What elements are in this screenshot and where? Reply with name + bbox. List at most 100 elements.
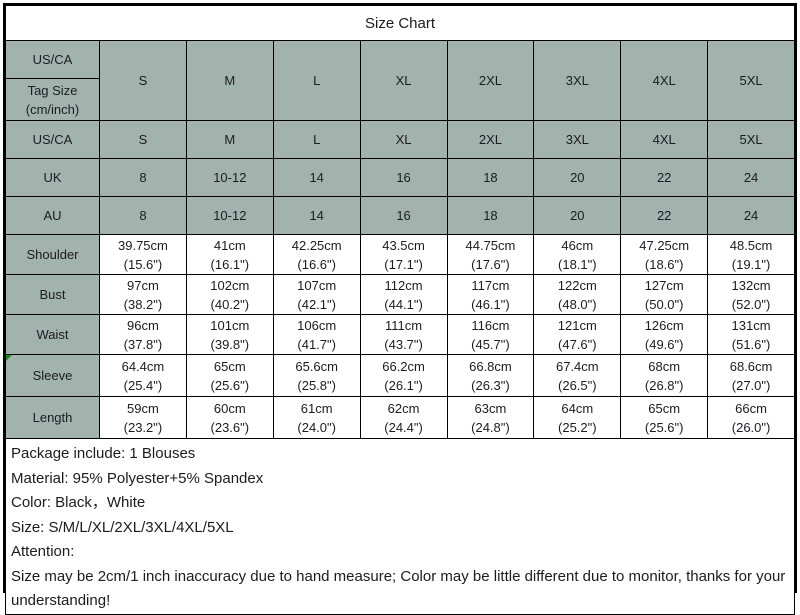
- measure-cell: 116cm (45.7"): [446, 314, 535, 355]
- size-col-header-4xl: 4XL: [620, 40, 709, 121]
- page-title: Size Chart: [5, 5, 795, 41]
- row-label-uk: UK: [5, 158, 100, 197]
- measure-cell: 101cm (39.8"): [185, 314, 274, 355]
- product-notes: Package include: 1 Blouses Material: 95%…: [5, 438, 795, 615]
- title-row: Size Chart: [5, 5, 795, 41]
- measure-cell: 65.6cm (25.8"): [272, 354, 361, 397]
- measure-cell: 132cm (52.0"): [707, 274, 795, 315]
- size-chart-table: Size Chart US/CA S M L XL 2XL 3XL 4XL 5X…: [3, 3, 797, 615]
- measure-cell: 97cm (38.2"): [99, 274, 187, 315]
- measure-cell: 111cm (43.7"): [359, 314, 448, 355]
- note-disclaimer: Size may be 2cm/1 inch inaccuracy due to…: [11, 567, 786, 610]
- table-row-sleeve: Sleeve 64.4cm (25.4") 65cm (25.6") 65.6cm(…: [5, 354, 795, 397]
- size-cell: 18: [446, 158, 535, 197]
- note-size: Size: S/M/L/XL/2XL/3XL/4XL/5XL: [11, 518, 234, 536]
- size-col-header-5xl: 5XL: [707, 40, 795, 121]
- row-label-shoulder: Shoulder: [5, 234, 100, 275]
- measure-cell: 107cm (42.1"): [272, 274, 361, 315]
- size-cell: 24: [707, 196, 795, 235]
- size-cell: 16: [359, 158, 448, 197]
- measure-cell: 121cm (47.6"): [533, 314, 622, 355]
- measure-cell: 64cm (25.2"): [533, 396, 622, 439]
- size-cell: XL: [359, 120, 448, 159]
- table-row-bust: Bust 97cm (38.2") 102cm (40.2") 107cm (42.1…: [5, 274, 795, 315]
- measure-cell: 65cm (25.6"): [185, 354, 274, 397]
- measure-cell: 66cm (26.0"): [707, 396, 795, 439]
- row-label-usca: US/CA: [5, 120, 100, 159]
- size-cell: 22: [620, 196, 709, 235]
- size-cell: M: [185, 120, 274, 159]
- size-cell: 3XL: [533, 120, 622, 159]
- table-row-au: AU 8 10-12 14 16 18 20 22 24: [5, 196, 795, 235]
- measure-cell: 68cm (26.8"): [620, 354, 709, 397]
- size-col-header-xl: XL: [359, 40, 448, 121]
- measure-cell: 46cm (18.1"): [533, 234, 622, 275]
- measure-cell: 102cm (40.2"): [185, 274, 274, 315]
- size-col-header-3xl: 3XL: [533, 40, 622, 121]
- table-row-length: Length 59cm (23.2") 60cm (23.6") 61cm (24.0…: [5, 396, 795, 439]
- note-material: Material: 95% Polyester+5% Spandex: [11, 469, 264, 487]
- footer-row: Package include: 1 Blouses Material: 95%…: [5, 438, 795, 615]
- measure-cell: 61cm (24.0"): [272, 396, 361, 439]
- size-cell: 8: [99, 158, 187, 197]
- measure-cell: 65cm (25.6"): [620, 396, 709, 439]
- size-cell: 14: [272, 158, 361, 197]
- size-cell: 16: [359, 196, 448, 235]
- table-row-uk: UK 8 10-12 14 16 18 20 22 24: [5, 158, 795, 197]
- size-cell: L: [272, 120, 361, 159]
- size-cell: 18: [446, 196, 535, 235]
- measure-cell: 63cm (24.8"): [446, 396, 535, 439]
- size-cell: S: [99, 120, 187, 159]
- size-cell: 24: [707, 158, 795, 197]
- measure-cell: 66.2cm (26.1"): [359, 354, 448, 397]
- size-chart: Size Chart US/CA S M L XL 2XL 3XL 4XL 5X…: [5, 5, 795, 615]
- measure-cell: 44.75cm (17.6"): [446, 234, 535, 275]
- measure-cell: 68.6cm (27.0"): [707, 354, 795, 397]
- measure-cell: 96cm (37.8"): [99, 314, 187, 355]
- size-cell: 4XL: [620, 120, 709, 159]
- measure-cell: 41cm (16.1"): [185, 234, 274, 275]
- measure-cell: 60cm (23.6"): [185, 396, 274, 439]
- measure-cell: 67.4cm (26.5"): [533, 354, 622, 397]
- header-row: US/CA S M L XL 2XL 3XL 4XL 5XL: [5, 40, 795, 121]
- note-attention: Attention:: [11, 543, 75, 560]
- size-cell: 22: [620, 158, 709, 197]
- size-cell: 8: [99, 196, 187, 235]
- measure-cell: 127cm (50.0"): [620, 274, 709, 315]
- measure-cell: 59cm (23.2"): [99, 396, 187, 439]
- size-cell: 10-12: [185, 158, 274, 197]
- size-cell: 20: [533, 158, 622, 197]
- measure-cell: 39.75cm (15.6"): [99, 234, 187, 275]
- size-col-header-2xl: 2XL: [446, 40, 535, 121]
- table-row-waist: Waist 96cm (37.8") 101cm (39.8") 106cm (41.…: [5, 314, 795, 355]
- measure-cell: 64.4cm (25.4"): [99, 354, 187, 397]
- cell-comment-marker: [6, 355, 12, 361]
- measure-cell: 117cm (46.1"): [446, 274, 535, 315]
- note-package: Package include: 1 Blouses: [11, 445, 196, 462]
- measure-cell: 106cm (41.7"): [272, 314, 361, 355]
- size-cell: 20: [533, 196, 622, 235]
- size-cell: 5XL: [707, 120, 795, 159]
- size-cell: 14: [272, 196, 361, 235]
- size-cell: 2XL: [446, 120, 535, 159]
- measure-cell: 112cm (44.1"): [359, 274, 448, 315]
- measure-cell: 62cm (24.4"): [359, 396, 448, 439]
- row-label-au: AU: [5, 196, 100, 235]
- measure-cell: 47.25cm (18.6"): [620, 234, 709, 275]
- corner-label-usca: US/CA: [5, 40, 100, 79]
- corner-label-tagsize: Tag Size (cm/inch): [5, 78, 100, 121]
- size-col-header-m: M: [185, 40, 274, 121]
- row-label-sleeve: Sleeve: [5, 354, 100, 397]
- measure-cell: 126cm (49.6"): [620, 314, 709, 355]
- table-row-shoulder: Shoulder 39.75cm (15.6") 41cm (16.1") 42.2…: [5, 234, 795, 275]
- row-label-waist: Waist: [5, 314, 100, 355]
- header-row-2: Tag Size (cm/inch): [5, 78, 795, 121]
- note-color: Color: Black，White: [11, 494, 146, 511]
- measure-cell: 66.8cm (26.3"): [446, 354, 535, 397]
- row-label-length: Length: [5, 396, 100, 439]
- size-col-header-s: S: [99, 40, 187, 121]
- size-col-header-l: L: [272, 40, 361, 121]
- measure-cell: 43.5cm (17.1"): [359, 234, 448, 275]
- measure-cell: 122cm (48.0"): [533, 274, 622, 315]
- measure-cell: 131cm (51.6"): [707, 314, 795, 355]
